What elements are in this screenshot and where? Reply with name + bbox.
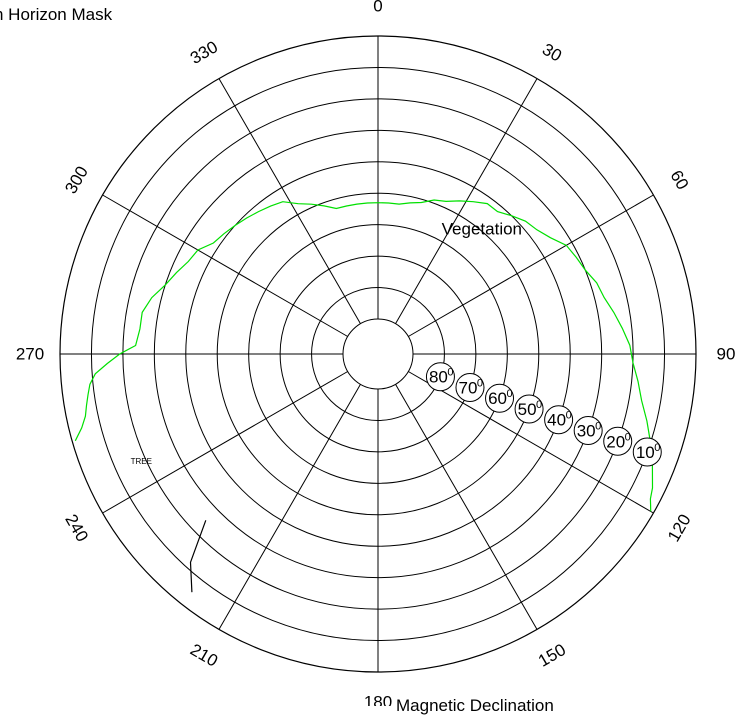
degree-symbol: 0 — [506, 388, 512, 400]
azimuth-label-330: 330 — [187, 37, 221, 68]
elevation-marker-circle — [603, 426, 633, 456]
elevation-marker-label: 10 — [636, 443, 655, 462]
azimuth-label-0: 0 — [373, 0, 382, 16]
annotation-tree: TREE — [131, 457, 152, 466]
elevation-marker-circle — [514, 394, 544, 424]
elevation-marker-10: 10 0 — [632, 437, 662, 467]
azimuth-label-60: 60 — [666, 167, 692, 193]
elevation-marker-30: 30 0 — [573, 415, 603, 445]
chart-title: n Horizon Mask — [0, 5, 113, 24]
elevation-markers: 10 020 030 040 050 060 070 080 0 — [425, 362, 662, 467]
degree-symbol: 0 — [447, 367, 453, 379]
elevation-marker-label: 50 — [518, 400, 537, 419]
azimuth-label-150: 150 — [535, 640, 569, 671]
spoke-330 — [218, 78, 361, 324]
annotations: Vegetation TREE — [131, 219, 522, 466]
vegetation-mask — [74, 199, 654, 512]
elevation-marker-50: 50 0 — [514, 394, 544, 424]
elevation-marker-circle — [573, 415, 603, 445]
degree-symbol: 0 — [654, 442, 660, 454]
elevation-marker-label: 60 — [488, 389, 507, 408]
elevation-marker-60: 60 0 — [485, 383, 515, 413]
elevation-marker-circle — [455, 372, 485, 402]
spoke-120 — [408, 371, 654, 514]
spoke-150 — [395, 384, 538, 630]
elevation-marker-70: 70 0 — [455, 372, 485, 402]
spoke-60 — [408, 194, 654, 337]
azimuth-label-270: 270 — [16, 345, 44, 364]
terrain-segment — [189, 520, 207, 593]
azimuth-label-30: 30 — [539, 40, 565, 66]
degree-symbol: 0 — [566, 410, 572, 422]
elevation-marker-circle — [632, 437, 662, 467]
elevation-marker-80: 80 0 — [425, 362, 455, 392]
elevation-marker-20: 20 0 — [603, 426, 633, 456]
degree-symbol: 0 — [536, 399, 542, 411]
elevation-marker-circle — [425, 362, 455, 392]
degree-symbol: 0 — [477, 377, 483, 389]
azimuth-spokes — [60, 36, 696, 672]
terrain-mask-line — [189, 520, 207, 593]
spoke-300 — [102, 194, 348, 337]
azimuth-label-300: 300 — [61, 163, 92, 197]
spoke-240 — [102, 371, 348, 514]
elevation-marker-label: 70 — [459, 378, 478, 397]
elevation-marker-label: 80 — [429, 368, 448, 387]
annotation-vegetation: Vegetation — [442, 219, 522, 238]
spoke-210 — [218, 384, 361, 630]
elevation-marker-40: 40 0 — [544, 405, 574, 435]
azimuth-label-240: 240 — [61, 511, 92, 545]
elevation-marker-circle — [544, 405, 574, 435]
azimuth-label-120: 120 — [664, 511, 695, 545]
elevation-marker-circle — [485, 383, 515, 413]
degree-symbol: 0 — [595, 420, 601, 432]
vegetation-mask-line — [74, 199, 654, 512]
azimuth-label-90: 90 — [717, 345, 736, 364]
azimuth-label-180: 180 — [364, 693, 392, 707]
elevation-marker-label: 20 — [606, 432, 625, 451]
zenith-circle — [342, 318, 414, 390]
degree-symbol: 0 — [625, 431, 631, 443]
elevation-marker-label: 40 — [547, 411, 566, 430]
elevation-marker-label: 30 — [577, 421, 596, 440]
azimuth-label-210: 210 — [187, 640, 221, 671]
